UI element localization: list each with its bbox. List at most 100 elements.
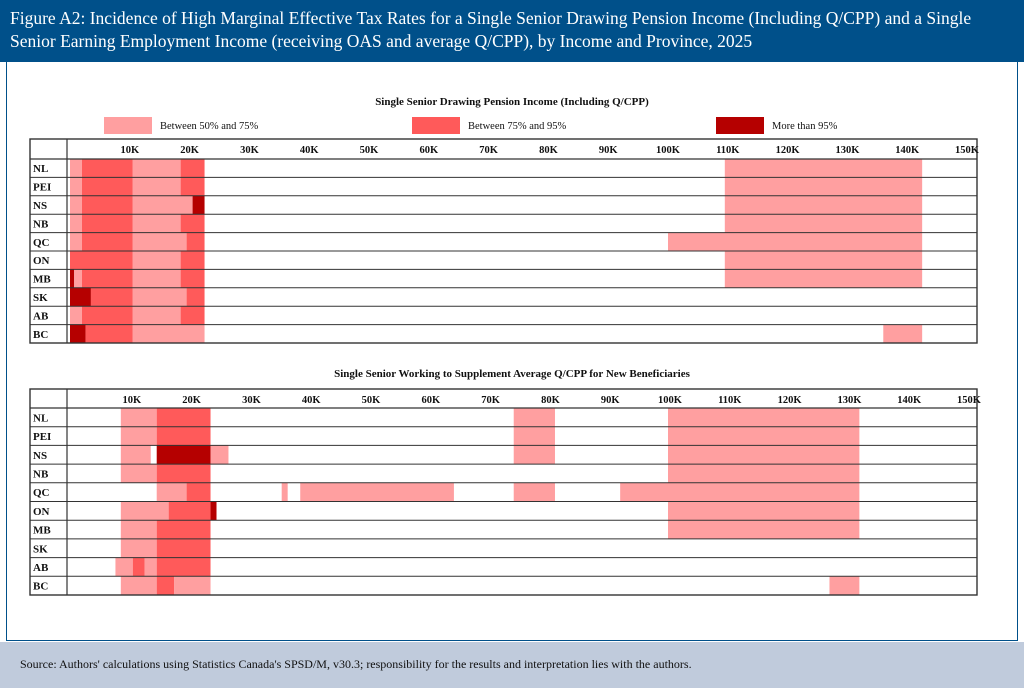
cell-ON-D [210, 501, 217, 521]
cell-NL-M [81, 159, 133, 178]
x-tick-label: 50K [362, 395, 382, 406]
cell-BC-L [120, 576, 157, 595]
cell-NS-L [70, 195, 82, 215]
cell-MB-M [180, 269, 205, 288]
cell-NS-D [192, 195, 205, 215]
row-label-MB: MB [33, 274, 51, 286]
cell-AB-L [115, 557, 133, 577]
table-border [29, 138, 978, 344]
cell-PEI-L [513, 426, 555, 446]
x-tick-label: 60K [419, 145, 439, 156]
chart-title: Single Senior Working to Supplement Aver… [334, 368, 690, 380]
cell-NL-L [724, 159, 923, 178]
cell-NB-L [70, 214, 82, 233]
cell-SK-L [132, 287, 187, 307]
row-label-NS: NS [33, 200, 47, 212]
cell-MB-M [156, 520, 211, 539]
cell-MB-M [81, 269, 133, 288]
cell-QC-L [300, 482, 454, 502]
cell-ON-M [168, 501, 211, 521]
cell-NL-M [156, 408, 211, 427]
legend-label: Between 50% and 75% [160, 121, 259, 132]
cell-QC-M [81, 232, 133, 251]
cell-ON-L [120, 501, 169, 521]
cell-PEI-M [156, 426, 211, 446]
cell-MB-L [74, 269, 82, 288]
cell-NL-M [180, 159, 205, 178]
cell-NS-L [210, 445, 229, 465]
row-label-PEI: PEI [33, 182, 51, 194]
x-tick-label: 90K [599, 145, 619, 156]
cell-NL-L [70, 159, 82, 178]
row-label-PEI: PEI [33, 431, 51, 443]
cell-NB-M [180, 214, 205, 233]
x-tick-label: 100K [656, 145, 681, 156]
x-tick-label: 80K [539, 145, 559, 156]
row-label-AB: AB [33, 562, 49, 574]
x-tick-label: 20K [180, 145, 200, 156]
cell-ON-L [132, 251, 181, 270]
cell-PEI-L [70, 177, 82, 196]
chart-title: Single Senior Drawing Pension Income (In… [375, 96, 649, 108]
x-tick-label: 40K [302, 395, 322, 406]
cell-QC-L [668, 232, 923, 251]
row-label-SK: SK [33, 543, 48, 555]
cell-AB-L [132, 306, 181, 325]
cell-PEI-M [180, 177, 205, 196]
source-note: Source: Authors' calculations using Stat… [20, 657, 692, 671]
row-label-NB: NB [33, 218, 49, 230]
x-tick-label: 150K [957, 395, 982, 406]
cell-BC-L [883, 324, 923, 343]
cell-MB-L [120, 520, 157, 539]
x-tick-label: 90K [601, 395, 621, 406]
cell-BC-L [829, 576, 860, 595]
cell-NS-L [120, 445, 151, 465]
row-label-QC: QC [33, 237, 50, 249]
cell-NB-L [724, 214, 923, 233]
row-label-NL: NL [33, 412, 48, 424]
cell-NS-L [724, 195, 923, 215]
cell-MB-L [668, 520, 860, 539]
cell-AB-M [156, 557, 211, 577]
x-tick-label: 30K [242, 395, 262, 406]
cell-PEI-L [724, 177, 923, 196]
legend-swatch-D [716, 117, 764, 134]
cell-SK-L [120, 538, 157, 558]
cell-QC-L [281, 482, 288, 502]
x-tick-label: 110K [716, 145, 740, 156]
cell-SK-M [186, 287, 205, 307]
cell-BC-M [85, 324, 133, 343]
x-tick-label: 100K [658, 395, 683, 406]
row-label-AB: AB [33, 310, 49, 322]
cell-NB-L [668, 464, 860, 483]
row-label-ON: ON [33, 506, 50, 518]
cell-NS-L [132, 195, 193, 215]
x-tick-label: 120K [776, 145, 801, 156]
row-label-ON: ON [33, 255, 50, 267]
cell-NS-D [156, 445, 211, 465]
cell-PEI-L [132, 177, 181, 196]
cell-MB-D [70, 269, 75, 288]
chart-1: Single Senior Drawing Pension Income (In… [29, 96, 980, 344]
table-border [29, 388, 978, 596]
cell-ON-M [180, 251, 205, 270]
cell-AB-L [144, 557, 157, 577]
cell-NL-L [132, 159, 181, 178]
cell-MB-L [132, 269, 181, 288]
cell-SK-D [70, 287, 91, 307]
cell-NB-M [81, 214, 133, 233]
x-tick-label: 80K [541, 395, 561, 406]
x-tick-label: 140K [895, 145, 920, 156]
cell-SK-M [90, 287, 133, 307]
chart-2: Single Senior Working to Supplement Aver… [29, 368, 982, 596]
x-tick-label: 130K [837, 395, 862, 406]
cell-PEI-L [668, 426, 860, 446]
x-tick-label: 40K [300, 145, 320, 156]
cell-QC-M [186, 482, 211, 502]
cell-QC-L [620, 482, 860, 502]
legend-swatch-M [412, 117, 460, 134]
cell-AB-M [81, 306, 133, 325]
legend-swatch-L [104, 117, 152, 134]
cell-QC-L [156, 482, 187, 502]
